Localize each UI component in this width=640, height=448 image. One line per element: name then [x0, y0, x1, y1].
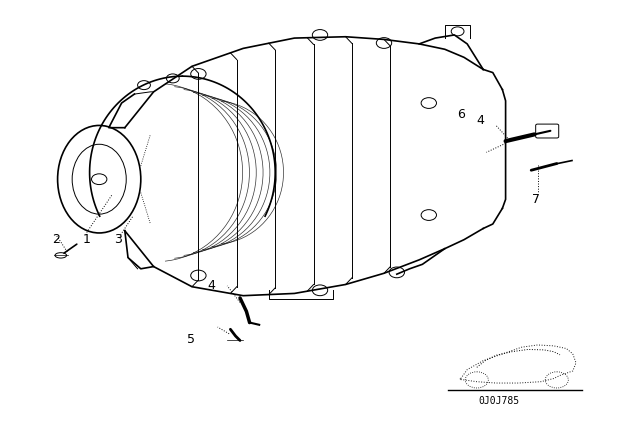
Text: 7: 7	[532, 193, 540, 206]
Text: 1: 1	[83, 233, 90, 246]
Text: 0J0J785: 0J0J785	[479, 396, 520, 406]
Text: 4: 4	[207, 279, 215, 293]
Text: 4: 4	[476, 114, 484, 128]
Text: 6: 6	[457, 108, 465, 121]
Text: 2: 2	[52, 233, 60, 246]
Text: 5: 5	[187, 333, 195, 346]
Text: 3: 3	[115, 233, 122, 246]
